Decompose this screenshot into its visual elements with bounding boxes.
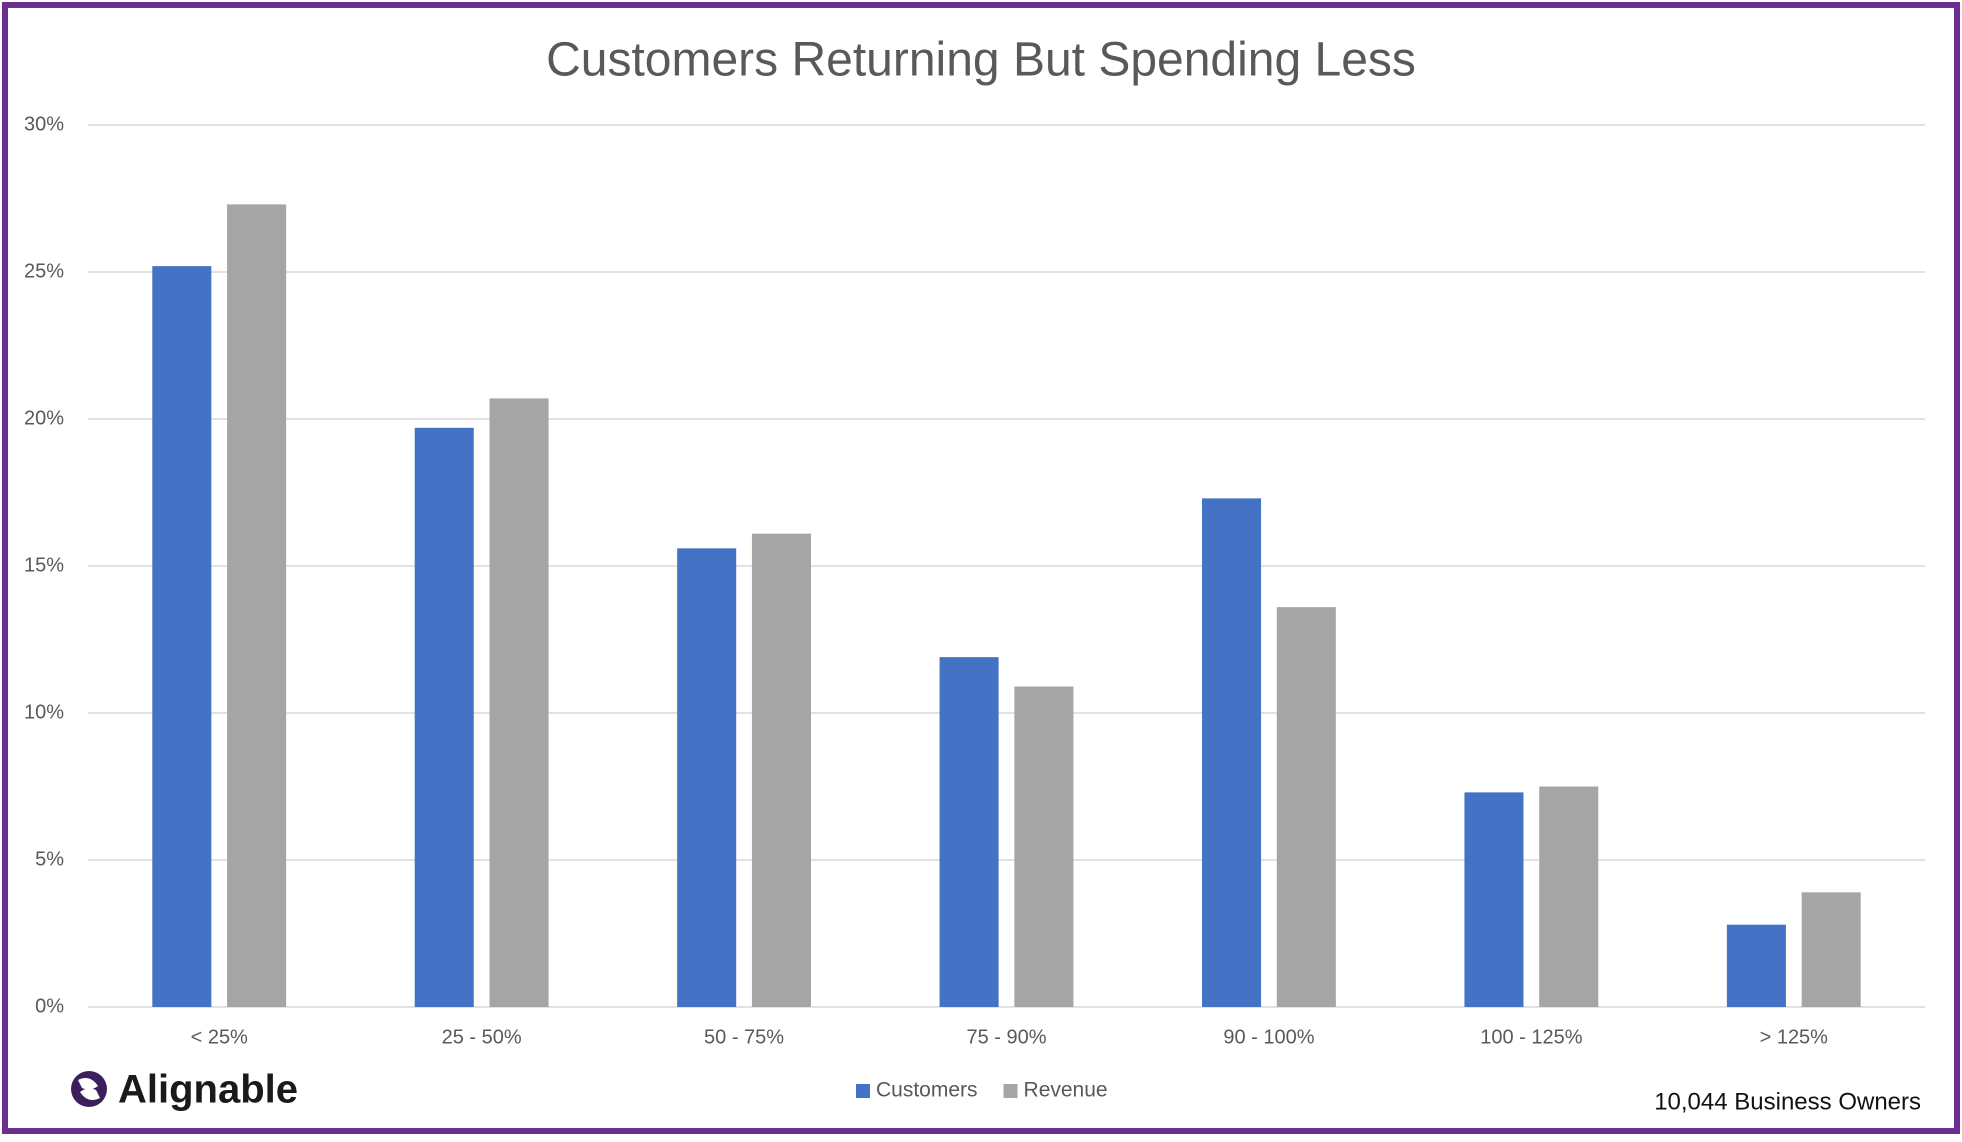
logo-text: Alignable	[118, 1068, 298, 1112]
bar	[227, 204, 287, 1007]
bar	[1464, 792, 1524, 1007]
x-tick-label: < 25%	[191, 1026, 248, 1048]
bar	[489, 398, 549, 1007]
legend-label: Customers	[876, 1079, 978, 1102]
bar	[1276, 607, 1336, 1007]
x-tick-label: 25 - 50%	[442, 1026, 522, 1048]
bar	[1801, 892, 1861, 1007]
bar	[677, 548, 737, 1007]
footnote: 10,044 Business Owners	[1654, 1088, 1921, 1115]
y-tick-label: 20%	[24, 407, 64, 429]
bar	[1726, 924, 1786, 1007]
bar	[152, 266, 212, 1007]
y-tick-label: 0%	[35, 995, 64, 1017]
y-tick-label: 15%	[24, 554, 64, 576]
x-tick-label: 90 - 100%	[1223, 1026, 1314, 1048]
logo-icon	[71, 1071, 107, 1107]
bar	[751, 533, 811, 1007]
bar	[414, 427, 474, 1007]
bar	[1014, 686, 1074, 1007]
y-tick-label: 25%	[24, 260, 64, 282]
legend-label: Revenue	[1024, 1079, 1108, 1102]
x-tick-label: 50 - 75%	[704, 1026, 784, 1048]
bar	[939, 657, 999, 1007]
legend-swatch	[856, 1084, 870, 1098]
bar	[1202, 498, 1262, 1007]
chart-title: Customers Returning But Spending Less	[546, 34, 1416, 87]
bar	[1539, 786, 1599, 1007]
y-tick-label: 5%	[35, 848, 64, 870]
x-tick-label: > 125%	[1760, 1026, 1829, 1048]
y-tick-label: 10%	[24, 701, 64, 723]
x-tick-label: 75 - 90%	[966, 1026, 1046, 1048]
legend-swatch	[1003, 1084, 1018, 1098]
y-tick-label: 30%	[24, 113, 64, 135]
x-tick-label: 100 - 125%	[1480, 1026, 1583, 1048]
